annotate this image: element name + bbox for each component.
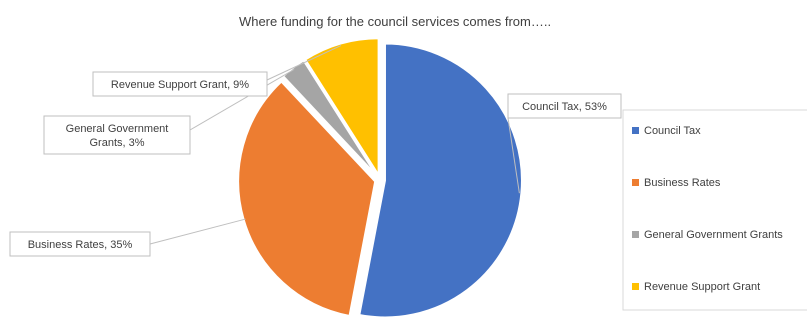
- leader-line-revenue-support-grant: [266, 45, 342, 81]
- data-labels: Council Tax, 53% Business Rates, 35% Gener…: [9, 71, 622, 257]
- label-leader-lines: [149, 45, 520, 245]
- data-label-council-tax: Council Tax, 53%: [522, 101, 607, 113]
- legend-frame: [622, 109, 807, 311]
- data-label-business-rates: Business Rates, 35%: [28, 239, 133, 251]
- leader-line-business-rates: [149, 218, 246, 245]
- legend-label-general-government-grants: General Government Grants: [644, 229, 783, 241]
- legend-swatch-general-government-grants: [632, 231, 639, 238]
- legend-swatch-business-rates: [632, 179, 639, 186]
- data-label-revenue-support-grant: Revenue Support Grant, 9%: [111, 79, 249, 91]
- data-label-box-general-government-grants: [43, 115, 191, 155]
- legend-swatch-revenue-support-grant: [632, 283, 639, 290]
- legend-swatch-council-tax: [632, 127, 639, 134]
- data-label-box-council-tax: [507, 93, 622, 119]
- data-label-box-business-rates: [9, 231, 151, 257]
- legend: Council Tax Business Rates General Governm…: [622, 109, 807, 311]
- pie-slices: [237, 37, 523, 319]
- legend-label-council-tax: Council Tax: [644, 125, 701, 137]
- chart-title: Where funding for the council services c…: [239, 14, 551, 29]
- pie-slice-council-tax: [358, 42, 523, 319]
- leader-line-general-government-grants: [189, 68, 295, 131]
- pie-slice-revenue-support-grant: [303, 37, 380, 179]
- data-label-box-revenue-support-grant: [92, 71, 268, 97]
- leader-line-council-tax: [507, 117, 520, 194]
- legend-label-business-rates: Business Rates: [644, 177, 721, 189]
- data-label-general-government-grants: General Government Grants, 3%: [66, 123, 169, 149]
- legend-label-revenue-support-grant: Revenue Support Grant: [644, 281, 760, 293]
